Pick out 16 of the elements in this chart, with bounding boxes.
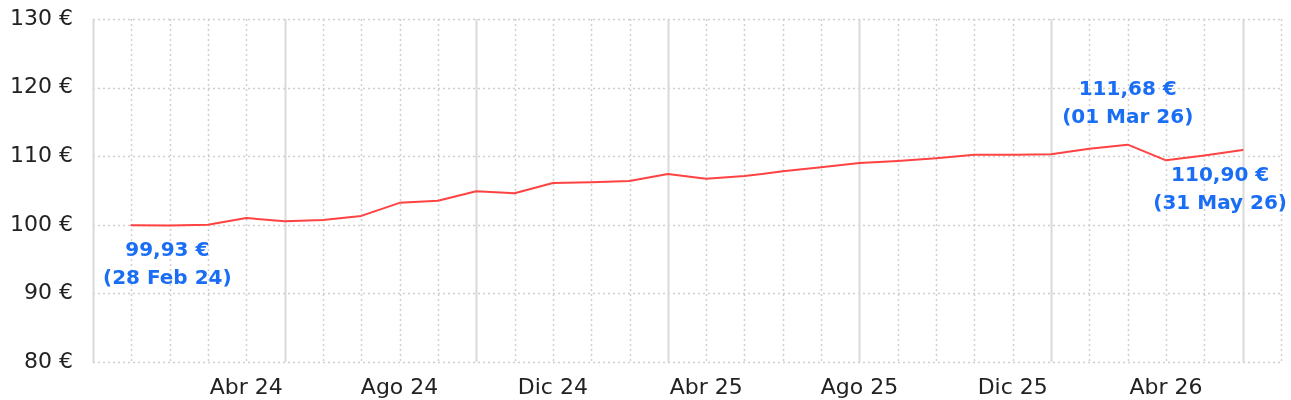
y-tick-label: 80 € bbox=[24, 347, 73, 373]
x-tick-label: Abr 24 bbox=[209, 373, 283, 399]
x-tick-label: Abr 26 bbox=[1129, 373, 1203, 399]
data-label: 110,90 € (31 May 26) bbox=[1153, 162, 1288, 215]
data-label: 111,68 € (01 Mar 26) bbox=[1062, 75, 1194, 128]
x-tick-label: Abr 25 bbox=[669, 373, 743, 399]
x-tick-label: Ago 24 bbox=[360, 373, 439, 399]
y-tick-label: 120 € bbox=[10, 73, 73, 99]
data-label: 99,93 € (28 Feb 24) bbox=[103, 237, 232, 290]
x-tick-label: Ago 25 bbox=[820, 373, 899, 399]
x-tick-label: Dic 24 bbox=[517, 373, 588, 399]
y-tick-label: 110 € bbox=[10, 141, 73, 167]
x-tick-label: Dic 25 bbox=[977, 373, 1048, 399]
y-tick-label: 100 € bbox=[10, 210, 73, 236]
y-tick-label: 130 € bbox=[10, 4, 73, 30]
y-tick-label: 90 € bbox=[24, 279, 73, 305]
